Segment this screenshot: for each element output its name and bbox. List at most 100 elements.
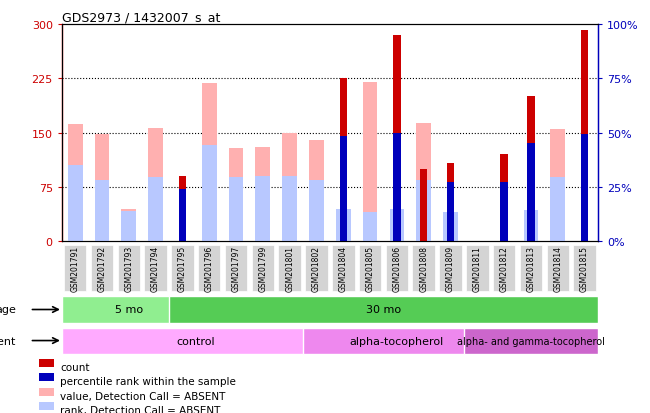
Text: GSM201801: GSM201801	[285, 245, 294, 292]
Bar	[282, 177, 297, 242]
Text: value, Detection Call = ABSENT: value, Detection Call = ABSENT	[60, 391, 226, 401]
Text: control: control	[177, 336, 215, 346]
Text: alpha- and gamma-tocopherol: alpha- and gamma-tocopherol	[457, 336, 605, 346]
Text: 5 mo: 5 mo	[114, 305, 143, 315]
Text: GSM201799: GSM201799	[258, 245, 267, 292]
Bar	[68, 125, 83, 242]
FancyBboxPatch shape	[547, 246, 569, 291]
Text: 30 mo: 30 mo	[366, 305, 401, 315]
FancyBboxPatch shape	[359, 246, 382, 291]
FancyBboxPatch shape	[306, 246, 328, 291]
FancyBboxPatch shape	[278, 246, 301, 291]
Bar	[148, 129, 163, 242]
Bar	[527, 144, 535, 242]
Text: alpha-tocopherol: alpha-tocopherol	[350, 336, 444, 346]
Bar	[179, 177, 186, 242]
Bar	[447, 183, 454, 242]
Text: GSM201805: GSM201805	[365, 245, 374, 292]
FancyBboxPatch shape	[64, 246, 86, 291]
Bar	[148, 178, 163, 242]
Text: age: age	[0, 305, 16, 315]
Bar	[336, 209, 350, 242]
FancyBboxPatch shape	[171, 246, 194, 291]
Bar	[393, 36, 400, 242]
FancyBboxPatch shape	[520, 246, 542, 291]
Text: GDS2973 / 1432007_s_at: GDS2973 / 1432007_s_at	[62, 11, 220, 24]
Text: percentile rank within the sample: percentile rank within the sample	[60, 376, 236, 386]
Bar	[309, 180, 324, 242]
Bar	[255, 177, 270, 242]
FancyBboxPatch shape	[169, 297, 598, 323]
Text: GSM201802: GSM201802	[312, 245, 321, 292]
Bar	[363, 213, 378, 242]
Bar	[122, 211, 136, 242]
FancyBboxPatch shape	[303, 328, 491, 354]
FancyBboxPatch shape	[62, 328, 330, 354]
Text: GSM201796: GSM201796	[205, 245, 214, 292]
Text: GSM201791: GSM201791	[71, 245, 80, 292]
Bar	[229, 149, 243, 242]
Bar	[500, 155, 508, 242]
Text: GSM201815: GSM201815	[580, 245, 589, 292]
Bar	[581, 135, 588, 242]
FancyBboxPatch shape	[225, 246, 247, 291]
Text: GSM201811: GSM201811	[473, 246, 482, 291]
Bar	[447, 164, 454, 242]
Bar	[68, 166, 83, 242]
Text: GSM201806: GSM201806	[393, 245, 402, 292]
Text: GSM201794: GSM201794	[151, 245, 160, 292]
FancyBboxPatch shape	[466, 246, 489, 291]
Bar	[393, 133, 400, 242]
Bar	[389, 209, 404, 242]
FancyBboxPatch shape	[39, 402, 54, 410]
FancyBboxPatch shape	[413, 246, 435, 291]
FancyBboxPatch shape	[439, 246, 462, 291]
Bar	[551, 130, 565, 242]
Bar	[339, 79, 347, 242]
FancyBboxPatch shape	[39, 359, 54, 367]
Bar	[581, 31, 588, 242]
Text: rank, Detection Call = ABSENT: rank, Detection Call = ABSENT	[60, 405, 220, 413]
FancyBboxPatch shape	[573, 246, 596, 291]
Bar	[255, 148, 270, 242]
Text: GSM201812: GSM201812	[500, 246, 509, 291]
FancyBboxPatch shape	[91, 246, 113, 291]
Text: GSM201809: GSM201809	[446, 245, 455, 292]
Text: GSM201797: GSM201797	[231, 245, 240, 292]
Text: GSM201792: GSM201792	[98, 245, 107, 292]
FancyBboxPatch shape	[252, 246, 274, 291]
Bar	[527, 97, 535, 242]
Bar	[500, 183, 508, 242]
Bar	[524, 211, 538, 242]
Bar	[309, 140, 324, 242]
Bar	[95, 180, 109, 242]
Bar	[417, 180, 431, 242]
Bar	[229, 178, 243, 242]
Bar	[95, 135, 109, 242]
FancyBboxPatch shape	[198, 246, 220, 291]
Bar	[122, 209, 136, 242]
Bar	[339, 137, 347, 242]
FancyBboxPatch shape	[118, 246, 140, 291]
Bar	[443, 213, 458, 242]
Bar	[179, 190, 186, 242]
Bar	[202, 84, 216, 242]
FancyBboxPatch shape	[385, 246, 408, 291]
Text: GSM201793: GSM201793	[124, 245, 133, 292]
Text: GSM201804: GSM201804	[339, 245, 348, 292]
Text: GSM201795: GSM201795	[178, 245, 187, 292]
Text: GSM201808: GSM201808	[419, 245, 428, 292]
Bar	[417, 124, 431, 242]
FancyBboxPatch shape	[39, 373, 54, 381]
FancyBboxPatch shape	[464, 328, 598, 354]
Text: GSM201814: GSM201814	[553, 245, 562, 292]
Bar	[420, 169, 428, 242]
Bar	[282, 133, 297, 242]
Bar	[363, 83, 378, 242]
Text: GSM201813: GSM201813	[526, 245, 536, 292]
Bar	[202, 145, 216, 242]
Text: agent: agent	[0, 336, 16, 346]
FancyBboxPatch shape	[144, 246, 167, 291]
FancyBboxPatch shape	[332, 246, 354, 291]
Bar	[551, 178, 565, 242]
